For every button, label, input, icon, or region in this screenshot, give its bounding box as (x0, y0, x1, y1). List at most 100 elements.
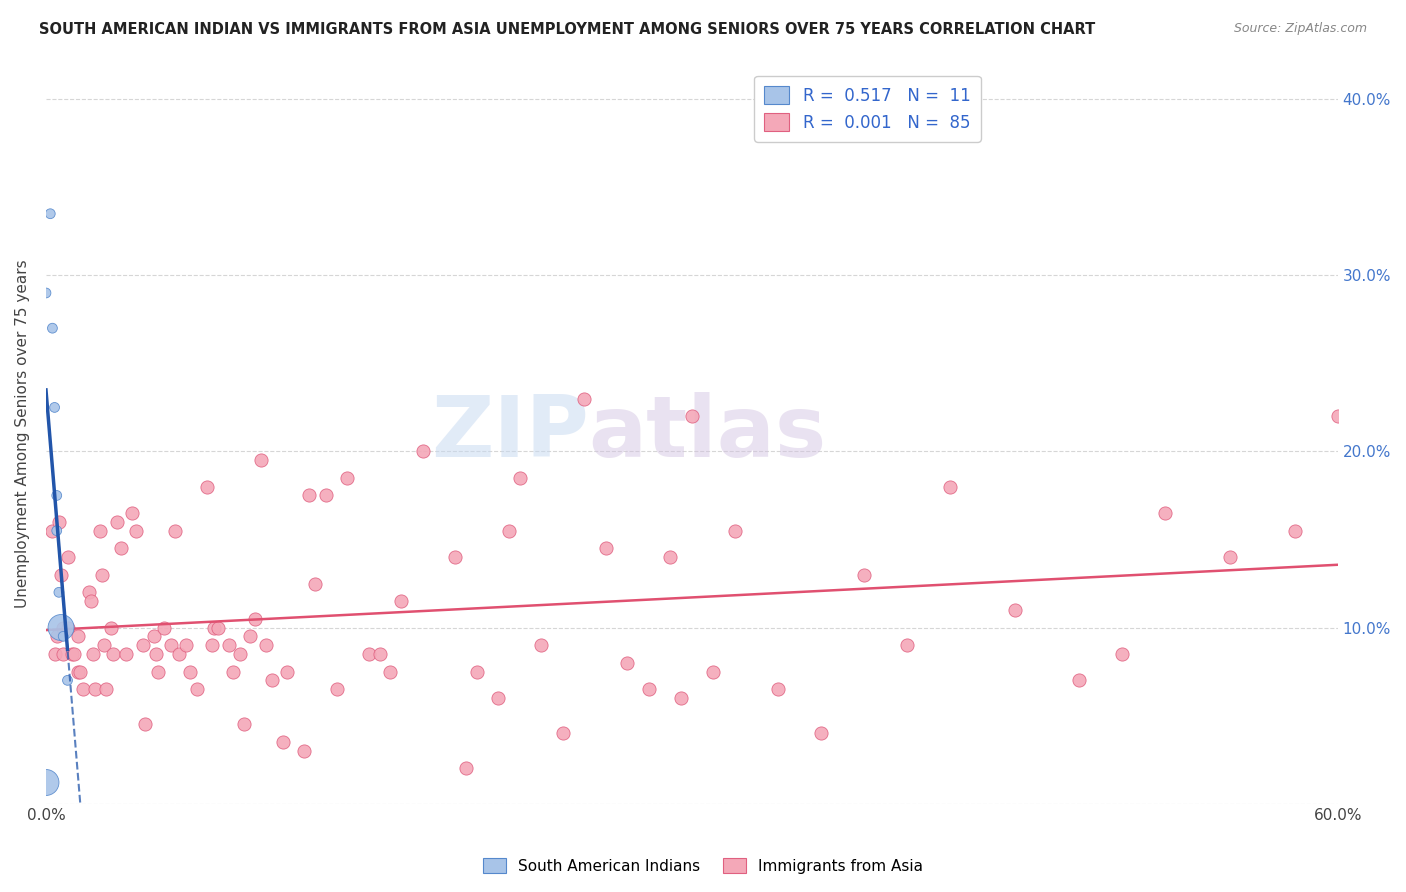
Point (114, 647, 136, 661)
Point (444, 550, 467, 565)
Point (572, 392, 595, 406)
Point (297, 488, 319, 502)
Point (142, 629, 165, 643)
Point (465, 665, 488, 679)
Point (1219, 550, 1241, 565)
Point (551, 726, 574, 740)
Point (637, 682, 659, 697)
Point (52, 621, 75, 635)
Point (45, 629, 67, 643)
Point (659, 550, 682, 565)
Point (853, 567, 876, 582)
Point (110, 541, 132, 556)
Point (380, 665, 402, 679)
Point (160, 638, 183, 652)
Point (41, 321, 63, 335)
Point (100, 621, 122, 635)
Point (368, 647, 391, 661)
Text: Source: ZipAtlas.com: Source: ZipAtlas.com (1233, 22, 1367, 36)
Point (39, 207, 62, 221)
Point (186, 682, 208, 697)
Point (60, 647, 83, 661)
Text: ZIP: ZIP (430, 392, 589, 475)
Point (254, 638, 277, 652)
Point (49, 567, 72, 582)
Point (509, 471, 531, 485)
Point (56, 673, 79, 688)
Point (77, 585, 100, 599)
Point (52, 629, 75, 643)
Point (44, 401, 66, 415)
Point (486, 690, 509, 705)
Point (1069, 673, 1091, 688)
Text: atlas: atlas (589, 392, 827, 475)
Point (44, 647, 66, 661)
Point (222, 665, 245, 679)
Point (91, 567, 114, 582)
Point (49, 621, 72, 635)
Point (896, 638, 918, 652)
Point (276, 665, 298, 679)
Point (67, 629, 90, 643)
Point (101, 647, 124, 661)
Point (702, 665, 724, 679)
Point (325, 682, 347, 697)
Point (48, 585, 70, 599)
Point (121, 506, 143, 520)
Point (233, 717, 256, 731)
Point (681, 409, 703, 424)
Point (84, 682, 107, 697)
Point (336, 471, 359, 485)
Point (82, 647, 104, 661)
Point (69, 665, 91, 679)
Point (292, 744, 315, 758)
Point (52, 647, 75, 661)
Legend: R =  0.517   N =  11, R =  0.001   N =  85: R = 0.517 N = 11, R = 0.001 N = 85 (755, 76, 980, 142)
Point (93, 638, 115, 652)
Point (45, 524, 67, 538)
Point (810, 726, 832, 740)
Point (260, 673, 283, 688)
Point (48, 515, 70, 529)
Point (412, 444, 434, 458)
Point (132, 638, 155, 652)
Point (145, 647, 167, 661)
Point (530, 638, 553, 652)
Point (595, 541, 617, 556)
Legend: South American Indians, Immigrants from Asia: South American Indians, Immigrants from … (477, 852, 929, 880)
Point (67, 665, 90, 679)
Point (218, 638, 240, 652)
Point (96, 682, 118, 697)
Point (1154, 506, 1177, 520)
Point (498, 524, 520, 538)
Point (201, 638, 224, 652)
Point (45, 488, 67, 502)
Point (243, 612, 266, 626)
Point (134, 717, 156, 731)
Point (153, 621, 176, 635)
Point (389, 594, 412, 608)
Point (63, 647, 86, 661)
Point (165, 524, 187, 538)
Point (35, 775, 58, 789)
Point (89, 524, 111, 538)
Point (939, 480, 962, 494)
Point (250, 453, 273, 467)
Point (179, 665, 201, 679)
Point (1111, 647, 1133, 661)
Point (41, 524, 63, 538)
Text: SOUTH AMERICAN INDIAN VS IMMIGRANTS FROM ASIA UNEMPLOYMENT AMONG SENIORS OVER 75: SOUTH AMERICAN INDIAN VS IMMIGRANTS FROM… (39, 22, 1095, 37)
Point (271, 735, 294, 749)
Point (56, 621, 79, 635)
Point (174, 638, 197, 652)
Point (1004, 603, 1026, 617)
Point (105, 515, 128, 529)
Point (207, 621, 229, 635)
Point (304, 576, 326, 591)
Point (724, 524, 747, 538)
Point (239, 629, 262, 643)
Point (197, 480, 219, 494)
Point (1284, 524, 1306, 538)
Point (1326, 409, 1348, 424)
Point (169, 647, 191, 661)
